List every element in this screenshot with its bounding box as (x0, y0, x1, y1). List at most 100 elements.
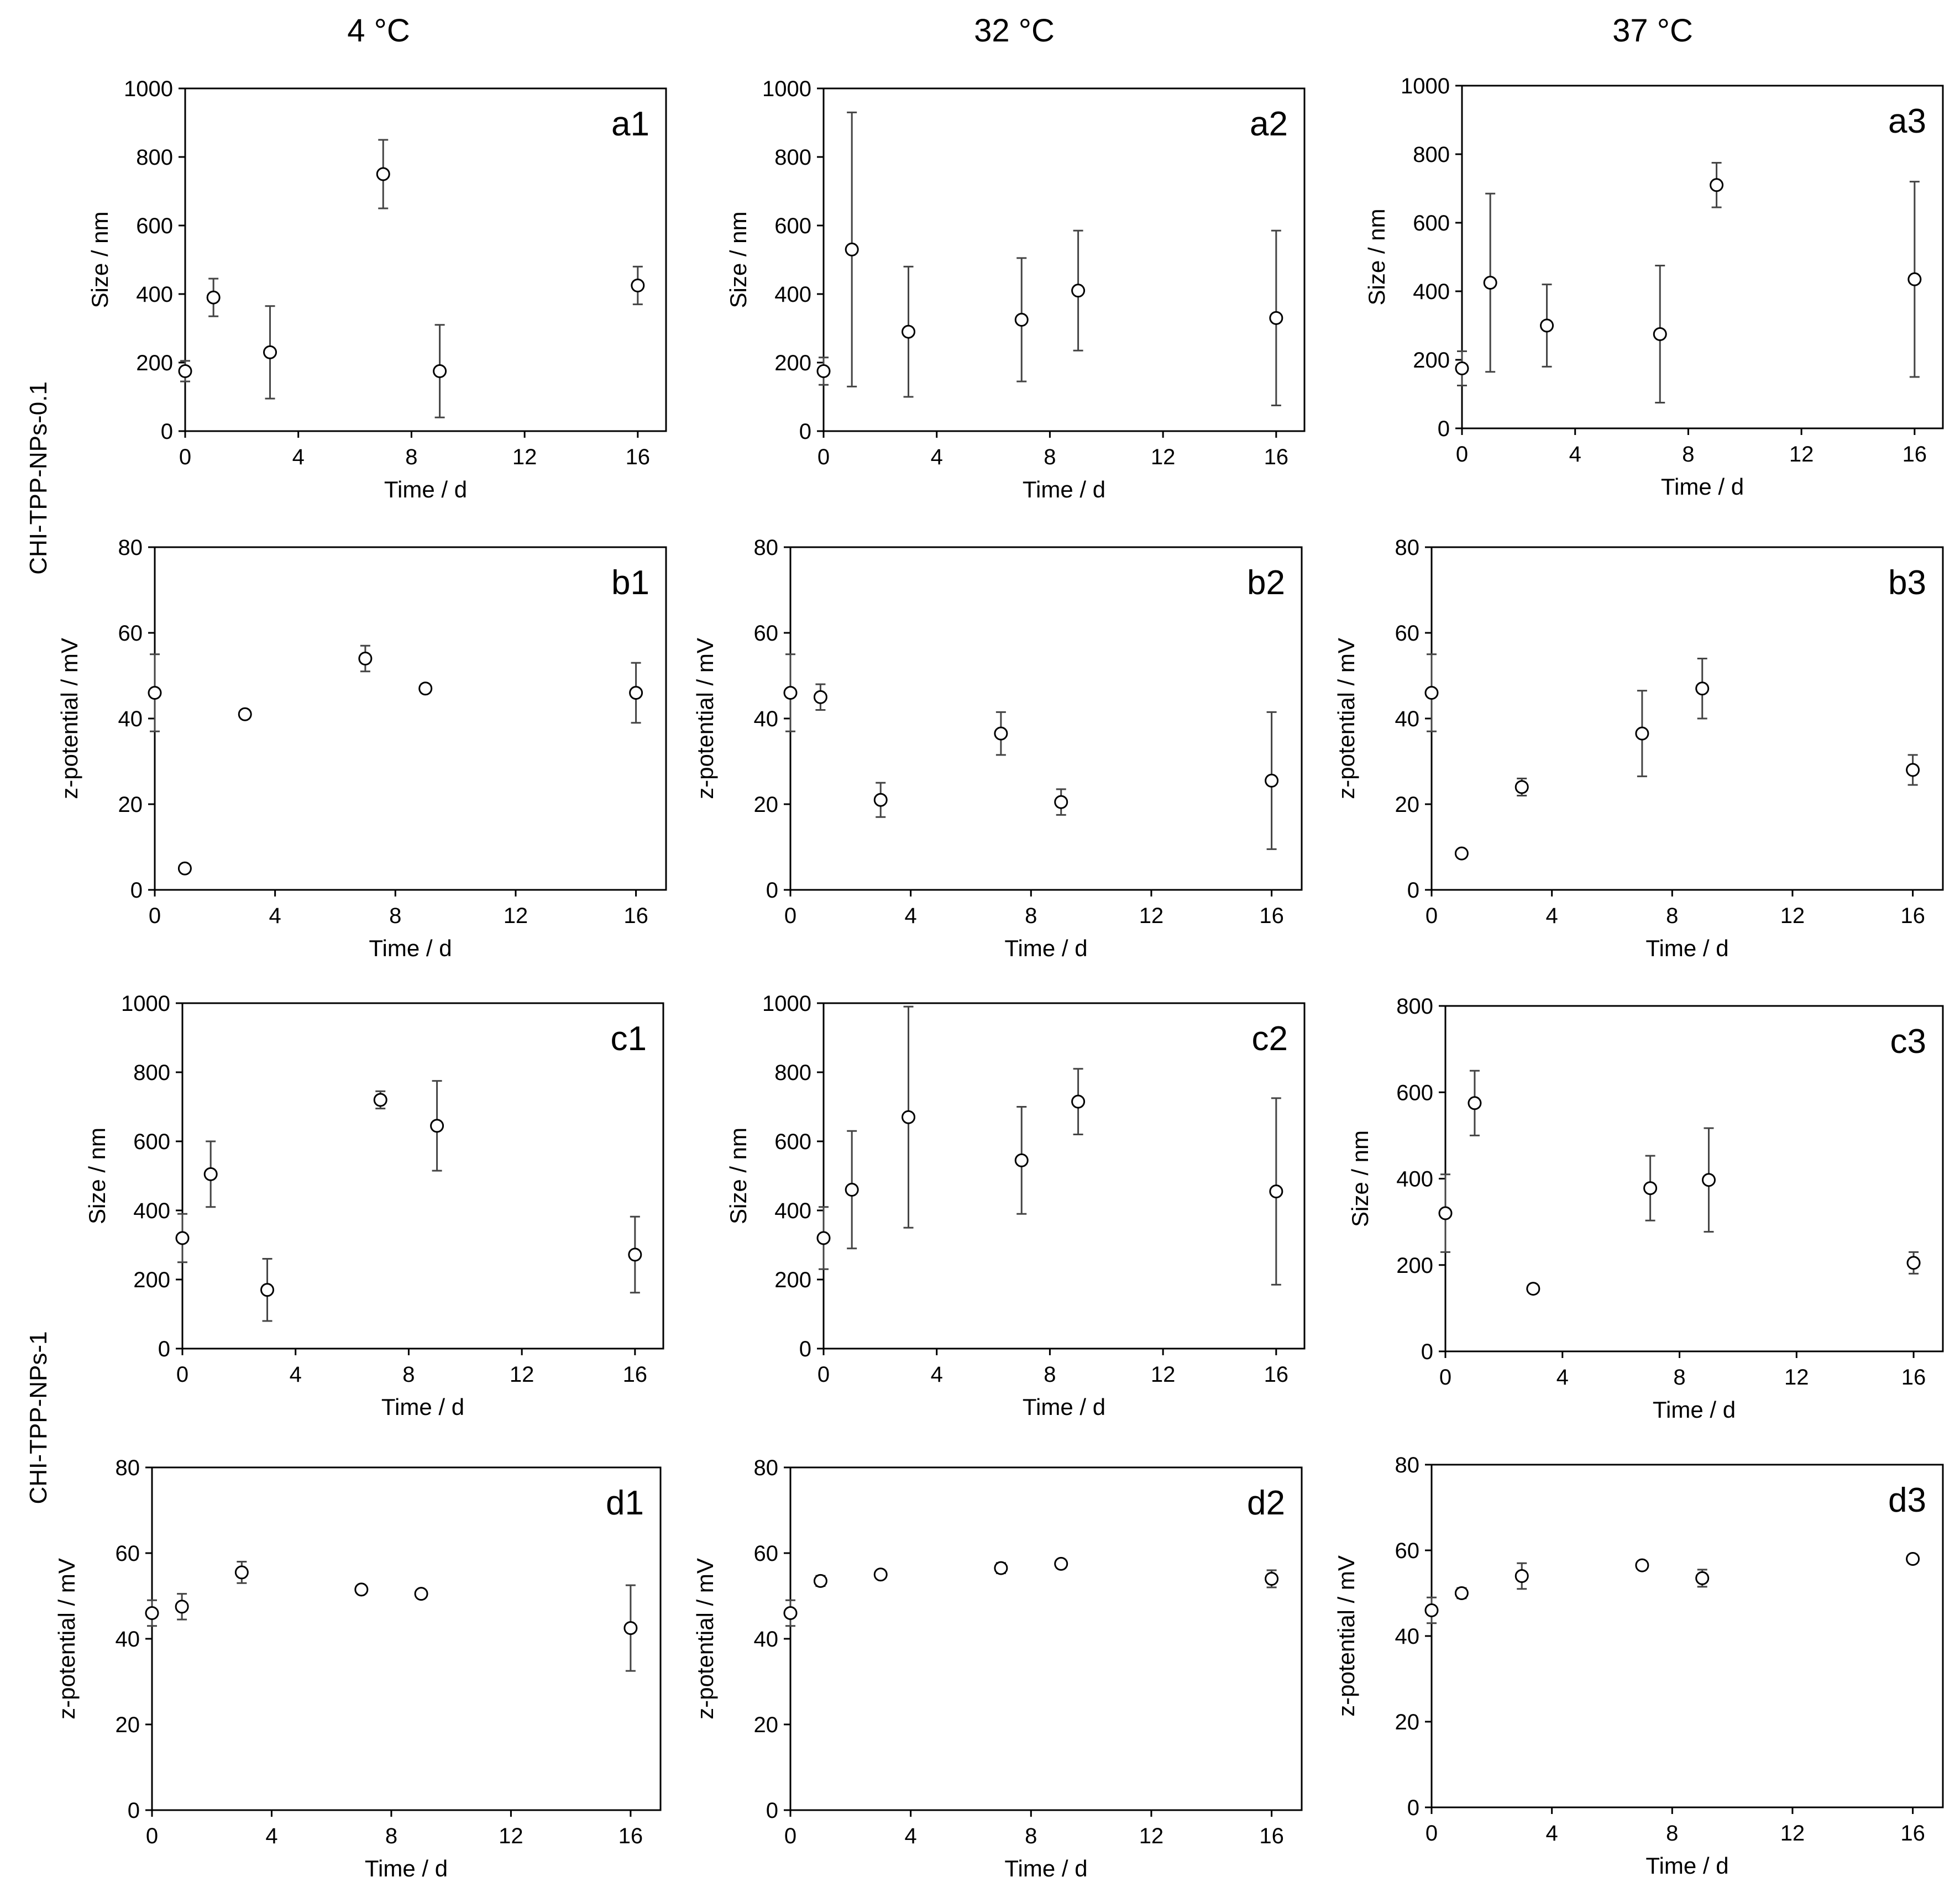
marker (145, 1606, 159, 1620)
panel-label: c1 (611, 1020, 647, 1058)
y-tick-label: 0 (158, 1337, 170, 1361)
x-tick-label: 16 (623, 904, 648, 928)
x-axis-label: Time / d (384, 476, 467, 502)
marker (873, 1567, 888, 1582)
y-tick-label: 0 (130, 878, 143, 903)
marker (175, 1231, 190, 1245)
y-tick-label: 1000 (762, 77, 811, 101)
marker (430, 1119, 444, 1133)
marker (813, 1574, 827, 1588)
marker (1468, 1096, 1482, 1110)
y-tick-label: 80 (1395, 1453, 1420, 1477)
x-tick-label: 4 (269, 904, 281, 928)
y-tick-label: 40 (118, 707, 143, 731)
column-title-4c: 4 °C (347, 13, 410, 49)
marker (376, 167, 390, 181)
y-axis-label: z-potential / mV (1333, 638, 1359, 799)
y-tick-label: 0 (161, 420, 173, 444)
panel-label: c2 (1252, 1020, 1288, 1058)
x-tick-label: 16 (1259, 904, 1284, 928)
y-tick-label: 40 (1395, 1624, 1420, 1649)
chart-c1: 0 200 400 600 800 1000 0 4 8 12 16 Time / d Size / n… (84, 992, 664, 1420)
data-point (783, 1599, 798, 1627)
y-tick-label: 200 (133, 1268, 170, 1292)
marker (175, 1600, 189, 1614)
data-point (1454, 1586, 1469, 1600)
data-point (206, 277, 221, 317)
y-tick-label: 600 (774, 214, 811, 238)
data-point (994, 711, 1008, 756)
chart-b3: 0 20 40 60 80 0 4 8 12 16 Time / d z-potential / mV… (1333, 536, 1944, 961)
marker (1269, 311, 1283, 325)
y-tick-label: 400 (1396, 1167, 1433, 1192)
data-point (1438, 1173, 1453, 1253)
y-tick-label: 60 (754, 1542, 779, 1566)
marker (1483, 276, 1497, 290)
marker (263, 345, 277, 359)
x-tick-label: 4 (292, 445, 305, 469)
y-tick-label: 0 (766, 878, 778, 903)
data-point (1269, 1097, 1283, 1286)
data-point (1054, 788, 1068, 816)
x-tick-label: 4 (290, 1362, 302, 1387)
x-tick-label: 8 (405, 445, 417, 469)
marker (1071, 284, 1086, 298)
x-tick-label: 16 (1259, 1824, 1284, 1848)
marker (1054, 1556, 1068, 1571)
x-tick-label: 0 (817, 445, 830, 469)
marker (148, 686, 162, 700)
y-axis-label: z-potential / mV (56, 638, 82, 799)
plot-frame (1444, 1005, 1944, 1352)
x-tick-label: 8 (1025, 1824, 1037, 1848)
data-point (1071, 1068, 1086, 1135)
chart-d3: 0 20 40 60 80 0 4 8 12 16 Time / d z-potential / mV… (1333, 1453, 1944, 1879)
x-tick-label: 12 (504, 904, 528, 928)
x-tick-label: 8 (1044, 445, 1056, 469)
x-tick-label: 0 (784, 904, 796, 928)
y-tick-label: 60 (118, 621, 143, 646)
x-tick-label: 8 (402, 1362, 415, 1387)
marker (1635, 1558, 1649, 1572)
chart-a1: 0 200 400 600 800 1000 0 4 8 12 16 Time / d Size / n… (87, 77, 667, 502)
x-tick-label: 0 (176, 1362, 188, 1387)
marker (358, 652, 373, 665)
y-tick-label: 0 (1421, 1340, 1433, 1364)
data-point (1540, 284, 1554, 368)
y-tick-label: 20 (1395, 1710, 1420, 1734)
y-tick-label: 80 (118, 536, 143, 560)
x-tick-label: 16 (623, 1362, 648, 1387)
y-axis-label: Size / nm (1364, 208, 1390, 305)
chart-a2: 0 200 400 600 800 1000 0 4 8 12 16 Time / d Size / n… (725, 77, 1306, 502)
panel-label: d2 (1247, 1484, 1285, 1522)
y-axis-label: z-potential / mV (54, 1558, 80, 1719)
panel-label: a3 (1888, 102, 1926, 140)
column-title-37c: 37 °C (1612, 13, 1693, 49)
marker (1265, 1572, 1279, 1586)
marker (178, 364, 192, 378)
marker (1054, 795, 1068, 809)
y-tick-label: 20 (754, 1713, 779, 1737)
marker (1635, 726, 1649, 741)
y-tick-label: 40 (116, 1627, 140, 1651)
data-point (816, 1206, 831, 1270)
marker (1710, 178, 1724, 192)
y-tick-label: 800 (1396, 994, 1433, 1019)
y-tick-label: 0 (128, 1799, 140, 1823)
x-tick-label: 4 (1569, 442, 1581, 466)
plot-frame (151, 1466, 662, 1811)
plot-frame (822, 87, 1306, 432)
x-tick-label: 16 (1903, 442, 1927, 466)
x-tick-label: 16 (1901, 1365, 1926, 1390)
x-tick-label: 16 (1900, 904, 1925, 928)
y-tick-label: 0 (1407, 1796, 1419, 1820)
x-axis-label: Time / d (1004, 1855, 1087, 1881)
marker (816, 1231, 831, 1245)
marker (873, 793, 888, 807)
marker (206, 290, 221, 305)
y-tick-label: 20 (116, 1713, 140, 1737)
data-point (418, 681, 433, 696)
x-tick-label: 4 (905, 904, 917, 928)
data-point (414, 1587, 428, 1601)
marker (629, 686, 643, 700)
column-title-32c: 32 °C (974, 13, 1055, 49)
